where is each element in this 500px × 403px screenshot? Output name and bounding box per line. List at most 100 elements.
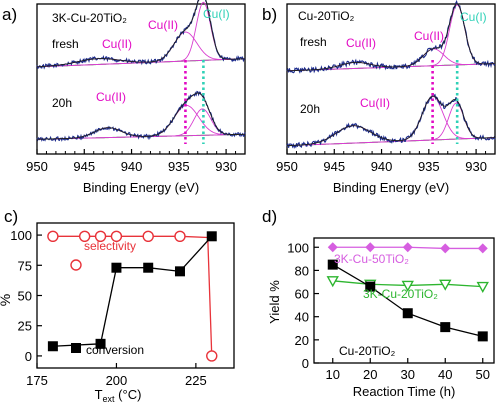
panel-c-series [47,230,218,362]
panel-c-conversion-point-0 [47,341,58,352]
panel-c-selectivity-point-4 [142,230,154,242]
panel-c-y-axis-label: % [0,294,13,306]
panel-b-markers [431,60,459,144]
panel-a-x-axis-label: Binding Energy (eV) [83,180,199,195]
panel-b-x-tick-label-1: 945 [323,159,345,174]
panel-c-x-axis-label: Text (°C) [95,387,142,403]
panel-a-ticks: 950 945 940 935 930 [26,149,246,174]
panel-c-x-tick-label-2: 225 [185,373,207,388]
panel-d-series-1-point-2 [401,280,414,292]
panel-d-ticks: 10 20 30 40 50 0 20 40 60 80 100 [287,240,490,382]
panel-c-legend-conversion-symbol [71,343,81,353]
panel-label-b: b) [262,5,277,24]
panel-d-chart: 10 20 30 40 50 0 20 40 60 80 100 Yield % 3K-Cu-50T… [267,237,495,399]
panel-b-x-tick-label-2: 940 [371,159,393,174]
panel-d-x-tick-label-4: 50 [476,367,490,382]
panel-c-legend-conversion: conversion [86,343,144,357]
panel-d-y-axis-label: Yield % [267,280,282,324]
panel-d-series-1-point-3 [439,279,452,291]
panel-a-label-cu2-main: Cu(II) [148,18,178,32]
panel-c-legend-selectivity-symbol [70,259,82,271]
panel-d-series-2-point-3 [440,322,451,333]
panel-c-y-tick-label-4: 100 [10,228,32,243]
panel-d-x-tick-label-1: 20 [363,367,377,382]
panel-c-selectivity-point-drop [206,350,218,362]
panel-c-chart: 175 200 225 0 25 50 75 100 % selectivity conver… [0,222,235,403]
panel-b-label-cu2-broad-fresh: Cu(II) [346,36,376,50]
panel-c-selectivity-point-5 [174,230,186,242]
panel-a-x-tick-label-2: 940 [121,159,143,174]
panel-c-selectivity-point-3 [110,230,123,242]
panel-c-y-tick-label-1: 25 [18,319,32,334]
panel-b-x-tick-label-4: 930 [465,159,487,174]
panel-c-conversion-point-1 [95,338,106,349]
panel-b-x-axis-label: Binding Energy (eV) [333,180,449,195]
panel-d-series-0-point-3 [440,243,451,254]
panel-d-series-1-point-4 [476,281,489,294]
panel-d-frame [313,237,495,364]
panel-a-curves [36,0,246,143]
panel-d-x-axis-label: Reaction Time (h) [353,384,456,399]
panel-a-label-20h: 20h [52,96,72,110]
panel-a-x-tick-label-3: 935 [168,159,190,174]
panel-d-legend-3k-cu-50tio2: 3K-Cu-50TiO₂ [334,252,409,266]
panel-d-x-tick-label-3: 40 [438,367,452,382]
panel-b-label-cu2-main: Cu(II) [414,29,444,43]
panel-c-x-axis-label-sub: ext [103,394,116,403]
panel-c-conversion-line [52,235,213,347]
panel-d-x-tick-label-0: 10 [326,367,340,382]
panel-d-series-0-point-2 [402,242,413,253]
panel-a-label-cu2-20h: Cu(II) [96,90,126,104]
panel-label-a: a) [2,5,17,24]
panel-c-ticks: 175 200 225 0 25 50 75 100 [10,228,206,388]
panel-c-selectivity-point-1 [78,230,91,242]
panel-c-conversion-point-5 [206,231,217,242]
panel-c-y-tick-label-0: 0 [25,349,32,364]
panel-c-conversion-point-2 [111,262,122,273]
panel-b-x-tick-label-0: 950 [276,159,298,174]
panel-c-selectivity-point-2 [94,230,107,242]
panel-b-label-fresh: fresh [300,35,327,49]
panel-a-label-fresh: fresh [52,37,79,51]
panel-d-series-2-point-4 [477,331,488,342]
panel-a-x-tick-label-1: 945 [73,159,95,174]
panel-a-20h-component-peak-0 [37,127,245,140]
panel-c-x-axis-label-main: T [95,387,103,402]
panel-b-20h-envelope [286,95,495,147]
panel-a-fresh-envelope [36,0,246,68]
panel-b-x-tick-label-3: 935 [418,159,440,174]
panel-c-x-tick-label-0: 175 [26,373,48,388]
panel-a-20h-envelope [37,92,245,140]
panel-d-y-tick-label-4: 80 [295,263,309,278]
panel-c-y-tick-label-2: 50 [18,289,32,304]
panel-a-frame [36,3,246,155]
panel-c-x-tick-label-1: 200 [106,373,128,388]
panel-d-y-tick-label-1: 20 [295,333,309,348]
panel-c-selectivity-line [52,235,213,356]
panel-d-legend-3k-cu-20tio2: 3K-Cu-20TiO₂ [363,287,438,301]
panel-d-series-2-point-0 [327,259,338,270]
panel-a-title: 3K-Cu-20TiO₂ [52,11,127,25]
panel-b-label-20h: 20h [300,102,320,116]
panel-d-y-tick-label-3: 60 [295,287,309,302]
panel-c-conversion-point-4 [174,266,185,277]
panel-label-d: d) [262,207,277,226]
panel-d-series-1-point-0 [326,276,339,288]
panel-c-x-axis-label-unit: (°C) [118,387,141,402]
panel-a-xps-chart: 950 945 940 935 930 3K-Cu-20TiO₂ fresh Cu(II… [26,0,246,195]
panel-label-c: c) [4,207,18,226]
panel-d-series-0-point-0 [327,242,338,253]
panel-b-xps-chart: 950 945 940 935 930 Cu-20TiO₂ fresh Cu(II) C… [276,0,496,195]
panel-c-conversion-point-3 [143,262,154,273]
panel-b-label-cu1: Cu(I) [460,10,487,24]
panel-d-series-2-point-1 [365,281,376,292]
panel-a-label-cu2-broad-fresh: Cu(II) [102,37,132,51]
panel-b-fresh-envelope [287,3,495,72]
panel-b-ticks: 950 945 940 935 930 [276,149,496,174]
panel-d-y-tick-label-2: 40 [295,310,309,325]
panel-b-title: Cu-20TiO₂ [298,9,355,23]
panel-b-curves [286,0,496,149]
panel-d-series-2-point-2 [402,308,413,319]
panel-c-selectivity-point-0 [47,230,59,242]
